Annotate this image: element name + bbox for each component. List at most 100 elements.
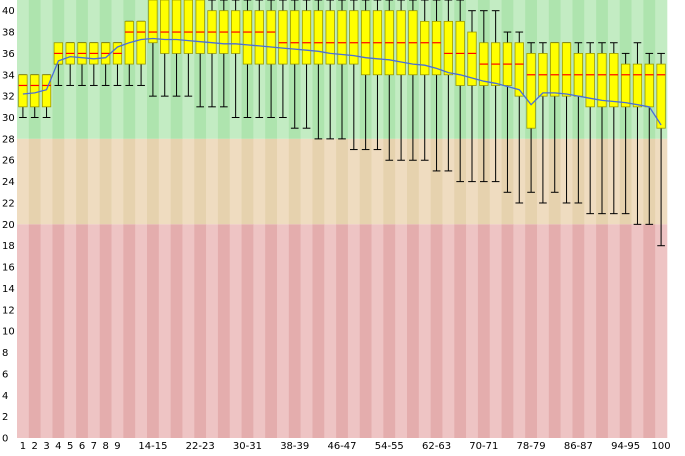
zone-warn-stripe: [241, 138, 254, 225]
x-tick-label: 22-23: [186, 441, 215, 452]
x-tick-label: 54-55: [375, 441, 404, 452]
y-tick-label: 2: [2, 412, 8, 423]
box: [620, 63, 631, 108]
zone-warn-stripe: [371, 138, 384, 225]
box: [609, 53, 619, 108]
x-tick-label: 94-95: [611, 441, 640, 452]
zone-warn-stripe: [359, 138, 372, 225]
x-tick-label: 6: [79, 441, 85, 452]
zone-bad-stripe: [17, 224, 30, 438]
zone-bad-stripe: [548, 224, 561, 438]
zone-warn-stripe: [28, 138, 41, 225]
x-tick-label: 100: [652, 441, 671, 452]
box: [160, 0, 170, 54]
zone-bad-stripe: [584, 224, 597, 438]
box: [325, 10, 335, 65]
zone-bad-stripe: [442, 224, 455, 438]
box: [526, 53, 536, 129]
box: [337, 10, 347, 65]
zone-warn-stripe: [135, 138, 148, 225]
zone-bad-stripe: [217, 224, 231, 438]
zone-good-stripe: [40, 0, 53, 139]
zone-bad-stripe: [395, 224, 408, 438]
mean-line-layer: [22, 37, 662, 126]
y-tick-label: 36: [2, 49, 15, 60]
zone-bad-stripe: [383, 224, 396, 438]
box: [148, 0, 158, 44]
zone-bad-stripe: [111, 224, 124, 438]
zone-warn-stripe: [347, 138, 361, 225]
zone-bad-stripe: [454, 224, 467, 438]
x-axis: 1 2 3 4 5 6 7 8 9 14-15 22-23 30-31 38-39 46-47 54-55 6…: [20, 441, 671, 452]
zone-bad-stripe: [643, 224, 656, 438]
zone-bad-stripe: [501, 224, 514, 438]
box: [431, 20, 442, 76]
zone-bad-stripe: [147, 224, 160, 438]
x-tick-label: 38-39: [280, 441, 309, 452]
zone-bad-stripe: [158, 224, 171, 438]
zone-bad-stripe: [87, 224, 101, 438]
zone-good-stripe: [17, 0, 30, 139]
box: [550, 42, 560, 97]
y-tick-label: 10: [2, 327, 15, 338]
x-tick-label: 2: [32, 441, 38, 452]
box: [242, 10, 253, 65]
zone-bad-stripe: [194, 224, 207, 438]
zone-warn-stripe: [17, 138, 30, 225]
zone-warn-stripe: [52, 138, 65, 225]
box: [195, 0, 205, 54]
zone-bad-stripe: [288, 224, 301, 438]
x-tick-label: 70-71: [469, 441, 498, 452]
zone-bad-stripe: [182, 224, 195, 438]
x-tick-label: 86-87: [564, 441, 593, 452]
box: [349, 10, 359, 65]
y-tick-label: 24: [2, 177, 15, 188]
x-tick-label: 1: [20, 441, 26, 452]
box: [266, 10, 276, 65]
y-tick-label: 18: [2, 241, 15, 252]
zone-bad-stripe: [99, 224, 112, 438]
y-tick-label: 4: [2, 391, 8, 402]
zone-bad-stripe: [430, 224, 443, 438]
y-tick-label: 6: [2, 369, 8, 380]
zone-bad-stripe: [407, 224, 420, 438]
box: [30, 74, 40, 108]
medians: [18, 31, 666, 87]
zone-warn-stripe: [265, 138, 278, 225]
box: [443, 20, 454, 76]
zone-good-stripe: [28, 0, 41, 139]
x-tick-label: 7: [91, 441, 97, 452]
zone-bad-stripe: [241, 224, 254, 438]
box: [420, 20, 430, 76]
zone-bad-stripe: [477, 224, 491, 438]
y-tick-label: 28: [2, 134, 15, 145]
x-tick-label: 46-47: [327, 441, 356, 452]
box: [632, 63, 643, 108]
y-tick-label: 32: [2, 92, 15, 103]
zone-warn-stripe: [194, 138, 207, 225]
zone-bad-stripe: [76, 224, 89, 438]
y-tick-label: 20: [2, 220, 15, 231]
box: [644, 63, 654, 108]
zone-bad-stripe: [371, 224, 384, 438]
y-tick-label: 14: [2, 284, 15, 295]
y-tick-label: 26: [2, 156, 15, 167]
zone-warn-stripe: [40, 138, 53, 225]
box: [171, 0, 182, 54]
zone-bad-stripe: [336, 224, 349, 438]
box: [278, 10, 288, 65]
y-tick-label: 8: [2, 348, 8, 359]
zone-warn-stripe: [123, 138, 136, 225]
zone-warn-stripe: [324, 138, 337, 225]
zone-bad-stripe: [135, 224, 148, 438]
box: [467, 31, 477, 86]
zone-warn-stripe: [277, 138, 290, 225]
box: [597, 53, 607, 108]
box: [290, 10, 300, 65]
y-tick-label: 12: [2, 305, 15, 316]
zone-warn-stripe: [64, 138, 77, 225]
zone-warn-stripe: [158, 138, 171, 225]
x-tick-label: 78-79: [517, 441, 546, 452]
